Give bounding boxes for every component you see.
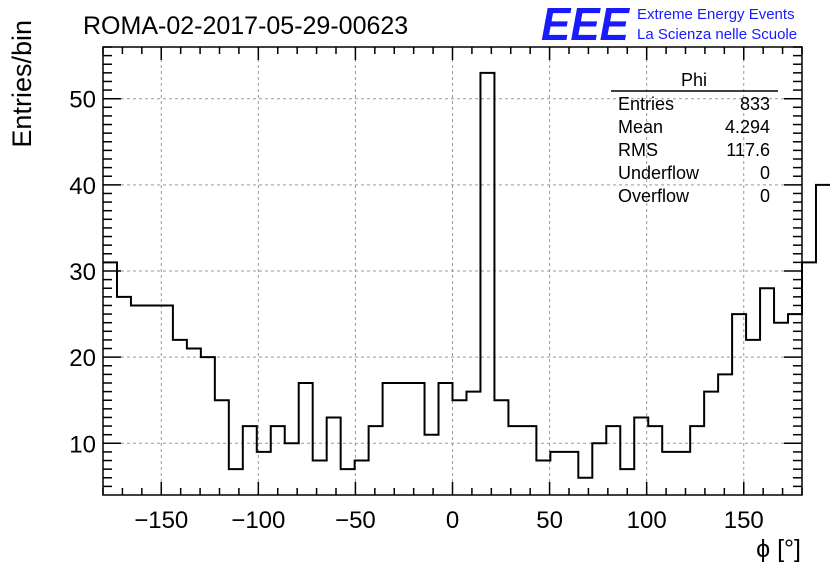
grid-lines [103,47,802,495]
x-tick-label: 150 [724,507,764,534]
x-tick-label: −100 [231,507,285,534]
stats-row-label: Mean [618,117,663,137]
stats-row-value: 0 [760,186,770,206]
stats-row-value: 4.294 [725,117,770,137]
stats-row-label: Underflow [618,163,700,183]
stats-row-value: 0 [760,163,770,183]
x-tick-labels: −150 −100 −50 0 50 100 150 [134,507,764,534]
x-tick-label: 0 [446,507,459,534]
chart-title: ROMA-02-2017-05-29-00623 [83,12,408,40]
plot-frame [102,46,803,496]
stats-row-label: Entries [618,94,674,114]
stats-row-label: RMS [618,140,658,160]
x-tick-label: −50 [335,507,376,534]
stats-row-value: 117.6 [726,140,770,160]
y-tick-label: 40 [69,173,96,200]
y-tick-label: 10 [69,431,96,458]
org-tagline: La Scienza nelle Scuole [637,26,797,43]
eee-logo-text: EEE [541,0,630,50]
stats-box: Phi Entries 833 Mean 4.294 RMS 117.6 Underflow… [611,70,778,206]
x-tick-label: 50 [536,507,563,534]
stats-row-label: Overflow [618,186,690,206]
eee-logo: EEE Extreme Energy Events La Scienza nel… [541,0,797,50]
x-tick-label: 100 [627,507,667,534]
y-tick-label: 20 [69,345,96,372]
x-tick-label: −150 [134,507,188,534]
y-tick-labels: 10 20 30 40 50 [69,87,96,459]
histogram-series-line [103,71,830,479]
y-axis-label: Entries/bin [7,20,37,148]
stats-row-value: 833 [740,94,770,114]
y-tick-label: 30 [69,259,96,286]
stats-box-title: Phi [681,70,707,90]
org-name: Extreme Energy Events [637,6,795,23]
x-axis-label: ϕ [°] [756,535,801,563]
y-tick-label: 50 [69,87,96,114]
